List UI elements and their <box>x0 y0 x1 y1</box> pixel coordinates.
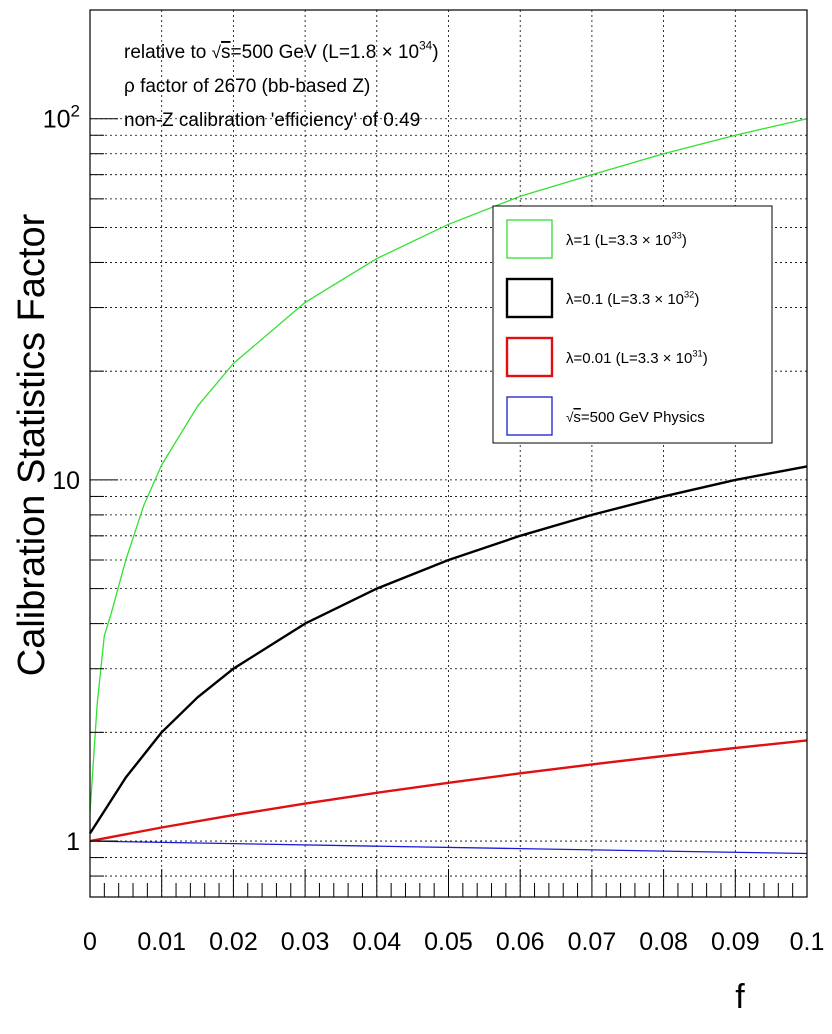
legend: λ=1 (L=3.3 × 1033) λ=0.1 (L=3.3 × 1032) λ=… <box>492 205 773 444</box>
y-tick-label: 10 <box>52 467 80 495</box>
series-line-2 <box>89 739 808 843</box>
legend-entry-label: λ=0.01 (L=3.3 × 1031) <box>566 348 708 367</box>
legend-swatch <box>505 277 554 319</box>
x-tick-label: 0.08 <box>639 928 688 956</box>
x-axis-label: f <box>735 978 745 1016</box>
y-tick-label: 102 <box>43 102 80 134</box>
superscript: 33 <box>672 230 682 240</box>
annotation-line: relative to √s=500 GeV (L=1.8 × 1034) <box>124 39 439 63</box>
x-tick-label: 0.04 <box>352 928 401 956</box>
y-axis-label: Calibration Statistics Factor <box>11 213 53 676</box>
x-tick-label: 0.09 <box>711 928 760 956</box>
sqrt-symbol: √ <box>566 410 574 425</box>
plot-frame <box>89 9 808 898</box>
legend-swatch <box>506 396 553 436</box>
legend-swatch <box>506 219 553 259</box>
x-tick-label: 0.06 <box>496 928 545 956</box>
legend-entry-label: √s=500 GeV Physics <box>566 409 705 426</box>
grid <box>90 10 807 897</box>
series-line-1 <box>88 465 808 835</box>
series-line-3 <box>89 840 808 855</box>
superscript: 32 <box>684 289 694 299</box>
tick-labels: 0 0.01 0.02 0.03 0.04 0.05 0.06 0.07 0.08 0.09 0.1… <box>43 102 825 956</box>
x-tick-label: 0.02 <box>209 928 258 956</box>
annotations: relative to √s=500 GeV (L=1.8 × 1034) ρ f… <box>124 39 439 131</box>
axis-ticks <box>89 9 808 898</box>
annotation-line: ρ factor of 2670 (bb-based Z) <box>124 76 370 97</box>
series-line-0 <box>89 118 808 813</box>
legend-swatch <box>505 336 554 378</box>
y-tick-label-exponent: 2 <box>71 102 80 121</box>
annotation-line: non-Z calibration 'efficiency' of 0.49 <box>124 110 420 131</box>
x-tick-label: 0.07 <box>568 928 617 956</box>
x-tick-label: 0.03 <box>281 928 330 956</box>
legend-entry-label: λ=0.1 (L=3.3 × 1032) <box>566 289 699 308</box>
series-layer <box>88 118 808 855</box>
x-tick-label: 0.01 <box>137 928 186 956</box>
y-tick-label: 1 <box>66 828 80 856</box>
superscript: 31 <box>692 348 702 358</box>
x-tick-label: 0.1 <box>790 928 825 956</box>
sqrt-symbol: √ <box>212 43 222 62</box>
legend-entry-label: λ=1 (L=3.3 × 1033) <box>566 230 687 249</box>
superscript: 34 <box>419 39 433 52</box>
legend-box <box>492 205 773 444</box>
x-tick-label: 0.05 <box>424 928 473 956</box>
x-tick-label: 0 <box>83 928 97 956</box>
